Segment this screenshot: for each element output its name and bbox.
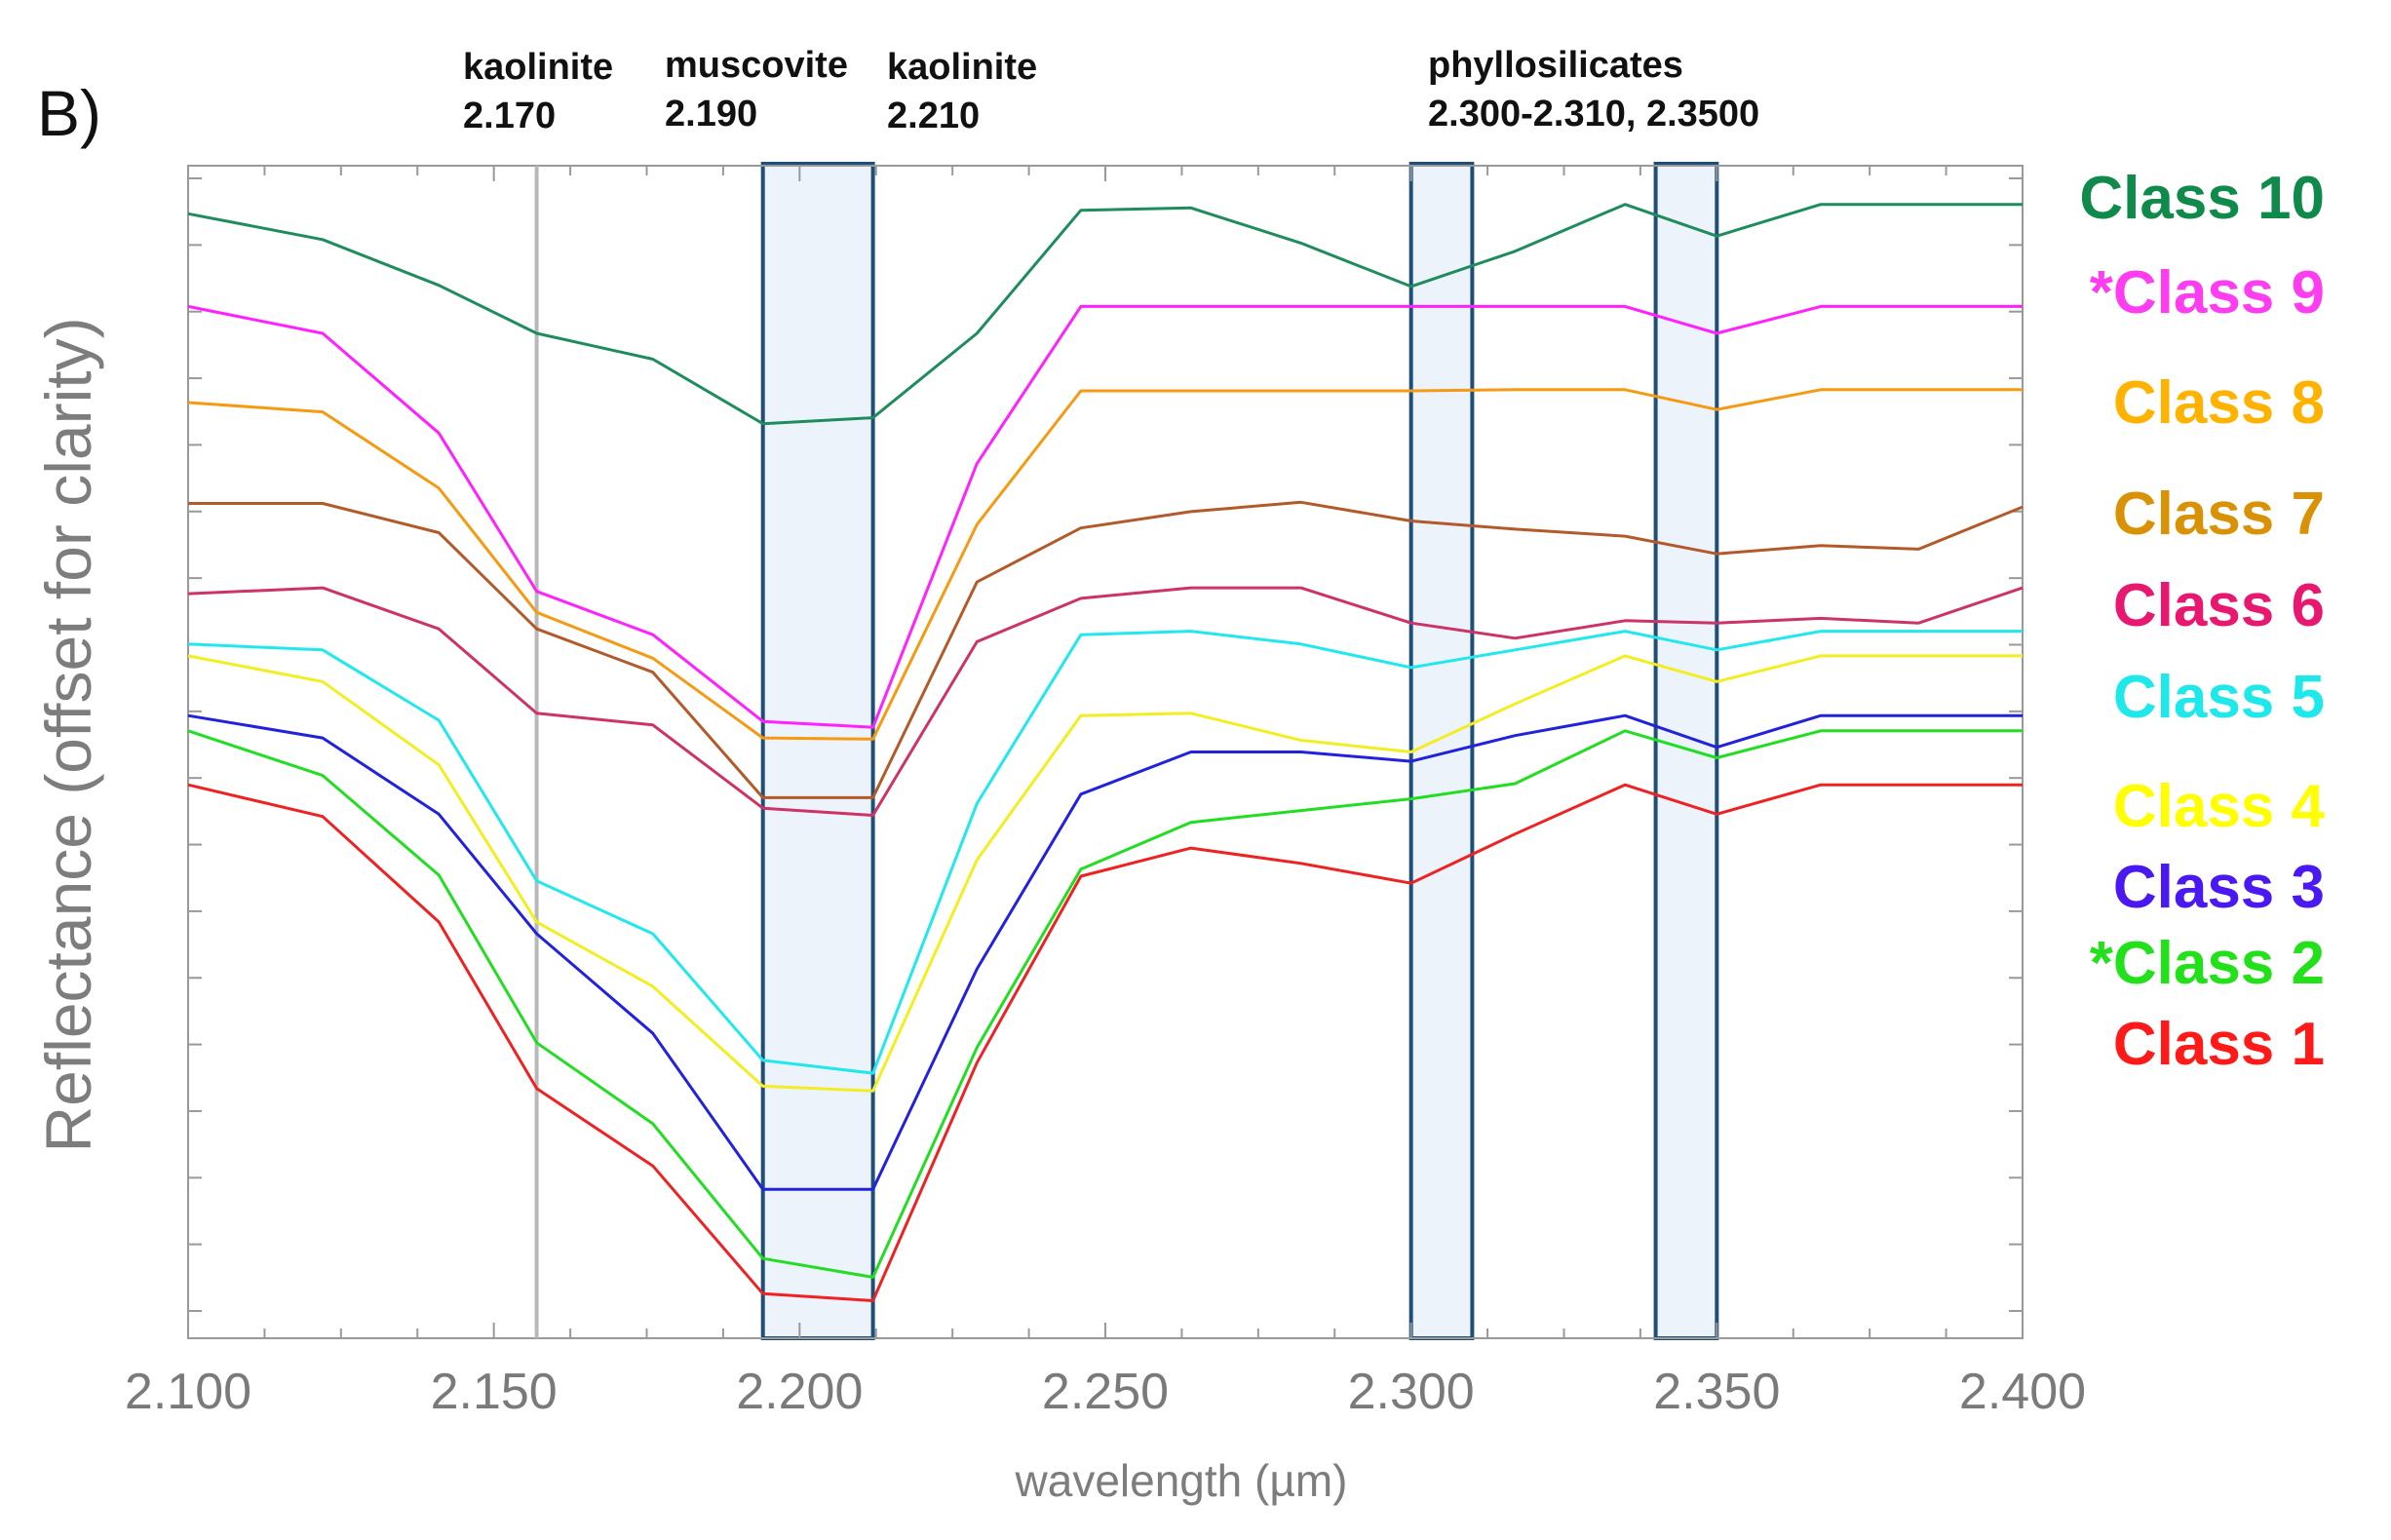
legend-class-4: Class 4 bbox=[2112, 773, 2325, 840]
highlight-band bbox=[1408, 162, 1475, 1340]
legend-class-1: Class 1 bbox=[2112, 1011, 2325, 1078]
annotation-muscovite-2190: muscovite 2.190 bbox=[665, 41, 848, 138]
legend-class-7: Class 7 bbox=[2112, 481, 2325, 548]
x-tick-label: 2.200 bbox=[736, 1364, 863, 1420]
series-class-7 bbox=[188, 500, 2024, 799]
annotation-wavelength: 2.190 bbox=[665, 94, 758, 135]
series-class-8 bbox=[187, 388, 2023, 741]
series-class-5 bbox=[187, 630, 2023, 1075]
y-axis-ticks bbox=[188, 177, 2023, 1312]
annotation-wavelength: 2.300-2.310, 2.3500 bbox=[1428, 94, 1760, 135]
plot-frame bbox=[187, 165, 2024, 1339]
series-class-4 bbox=[187, 654, 2023, 1093]
panel-label: B) bbox=[37, 77, 101, 149]
annotation-wavelength: 2.170 bbox=[463, 96, 557, 136]
y-axis-label: Reflectance (offset for clarity) bbox=[32, 317, 104, 1152]
absorption-bands bbox=[760, 162, 1719, 1340]
legend-class-6: Class 6 bbox=[2112, 572, 2325, 639]
series-lines bbox=[187, 203, 2024, 1302]
annotation-kaolinite-2210: kaolinite 2.210 bbox=[887, 43, 1037, 140]
annotation-mineral: kaolinite bbox=[463, 47, 614, 88]
x-tick-label: 2.150 bbox=[431, 1364, 558, 1420]
series-class-2 bbox=[187, 729, 2023, 1279]
x-tick-label: 2.250 bbox=[1042, 1364, 1169, 1420]
x-axis-ticks: 2.100 2.150 2.200 2.250 2.300 2.350 2.400 bbox=[125, 166, 2086, 1420]
legend-class-10: Class 10 bbox=[2079, 165, 2325, 232]
legend-class-3: Class 3 bbox=[2112, 854, 2325, 921]
annotation-mineral: kaolinite bbox=[887, 47, 1038, 88]
legend-class-5: Class 5 bbox=[2112, 664, 2325, 731]
series-class-6 bbox=[187, 586, 2024, 817]
legend-class-2: *Class 2 bbox=[2089, 930, 2325, 997]
x-tick-label: 2.400 bbox=[1959, 1364, 2086, 1420]
annotation-wavelength: 2.210 bbox=[887, 96, 981, 136]
series-class-1 bbox=[187, 783, 2023, 1302]
series-class-10 bbox=[187, 203, 2023, 426]
annotation-mineral: phyllosilicates bbox=[1428, 45, 1683, 86]
x-tick-label: 2.300 bbox=[1348, 1364, 1475, 1420]
annotation-kaolinite-2170: kaolinite 2.170 bbox=[463, 43, 613, 140]
x-tick-label: 2.350 bbox=[1653, 1364, 1780, 1420]
highlight-band bbox=[760, 162, 875, 1340]
highlight-band bbox=[1653, 162, 1719, 1340]
x-tick-label: 2.100 bbox=[125, 1364, 251, 1420]
annotation-phyllosilicates: phyllosilicates 2.300-2.310, 2.3500 bbox=[1428, 41, 1759, 138]
x-axis-label: wavelength (µm) bbox=[1015, 1455, 1348, 1506]
series-class-9 bbox=[187, 304, 2023, 729]
series-class-3 bbox=[187, 713, 2023, 1191]
legend-class-8: Class 8 bbox=[2112, 369, 2325, 437]
annotation-mineral: muscovite bbox=[665, 45, 848, 86]
legend-class-9: *Class 9 bbox=[2089, 259, 2325, 327]
